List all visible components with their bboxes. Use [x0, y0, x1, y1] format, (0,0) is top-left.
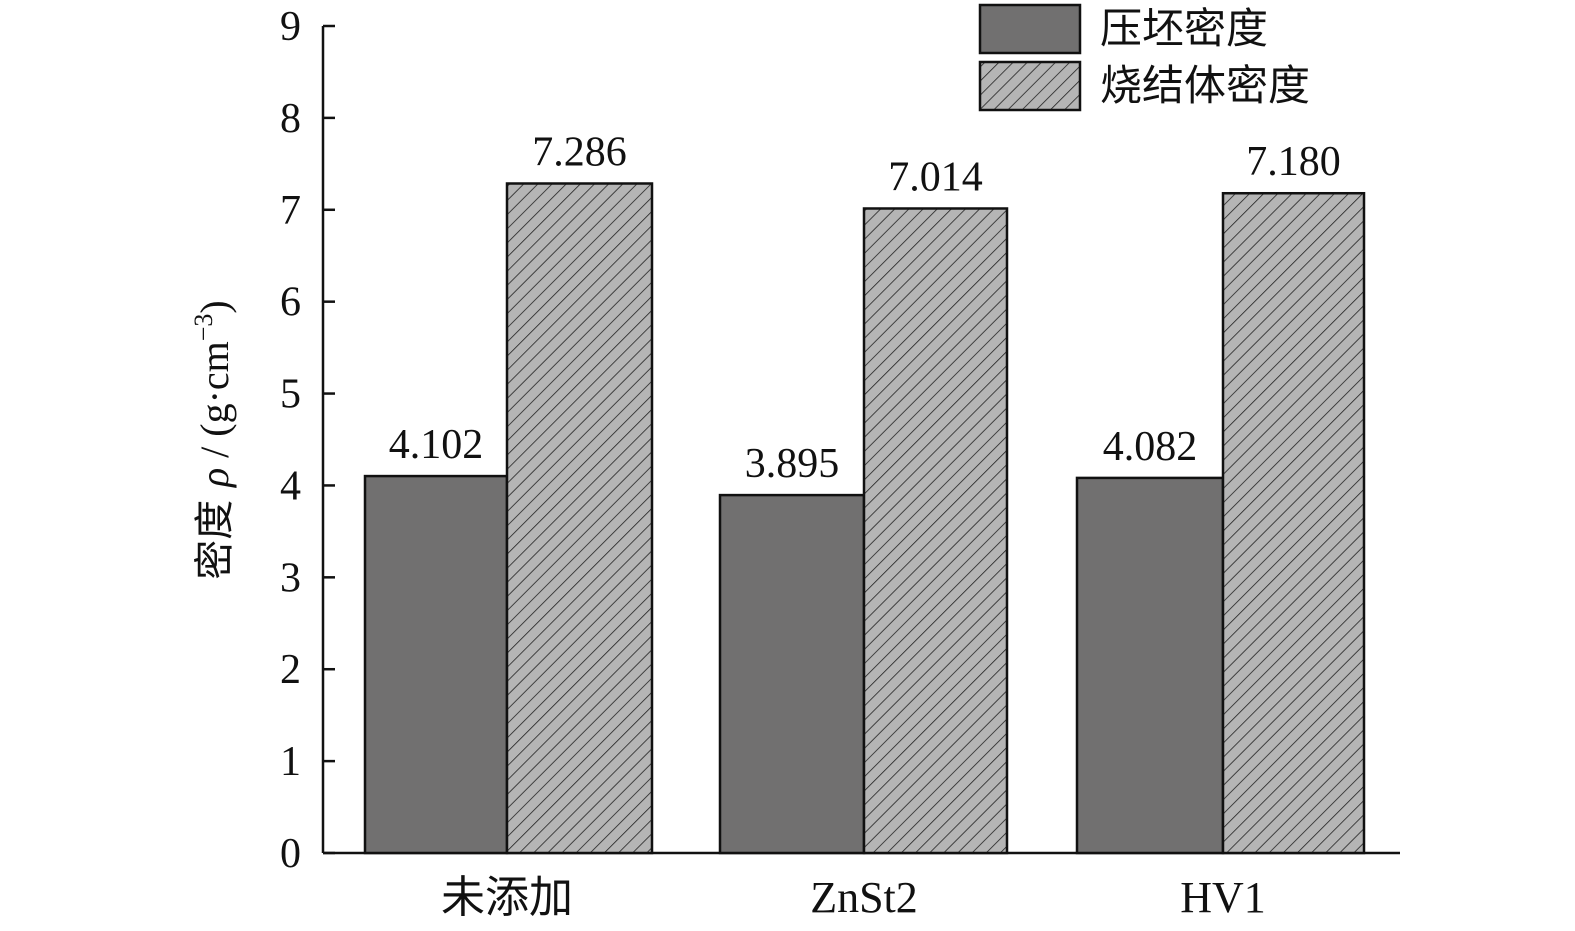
y-tick-label: 6	[280, 280, 301, 326]
y-tick-label: 1	[280, 739, 301, 785]
data-label: 7.286	[532, 129, 627, 175]
legend-label: 烧结体密度	[1100, 61, 1310, 110]
y-tick-label: 4	[280, 463, 301, 509]
axes: 0 1 2 3 4 5 6 7 8 9 未添加 ZnSt2 HV1	[280, 4, 1400, 922]
y-tick-label: 5	[280, 372, 301, 418]
bar-sintered-0	[505, 182, 654, 855]
bar-compact-2	[1075, 476, 1225, 855]
bar-sintered-1	[862, 207, 1009, 855]
y-tick-label: 7	[280, 188, 301, 234]
data-label: 3.895	[745, 441, 840, 487]
legend-swatch	[978, 3, 1082, 55]
y-tick-label: 3	[280, 555, 301, 601]
y-tick-label: 2	[280, 647, 301, 693]
y-tick-label: 0	[280, 831, 301, 877]
bars	[363, 182, 1366, 855]
y-axis-title: 密度 ρ / (g·cm−3)	[189, 300, 238, 580]
bar-sintered-2	[1221, 191, 1366, 855]
legend-label: 压坯密度	[1100, 4, 1268, 53]
bar-compact-1	[718, 493, 866, 855]
legend-swatch	[978, 60, 1082, 112]
x-tick-label: ZnSt2	[810, 873, 918, 922]
x-tick-label: HV1	[1180, 873, 1266, 922]
bar-compact-0	[363, 474, 509, 855]
y-tick-label: 8	[280, 96, 301, 142]
x-tick-label: 未添加	[441, 873, 573, 922]
data-label: 4.102	[389, 422, 484, 468]
value-labels: 4.102 7.286 3.895 7.014 4.082 7.180	[389, 129, 1341, 487]
data-label: 7.014	[888, 154, 983, 200]
data-label: 7.180	[1246, 139, 1341, 185]
y-tick-label: 9	[280, 4, 301, 50]
data-label: 4.082	[1103, 424, 1198, 470]
